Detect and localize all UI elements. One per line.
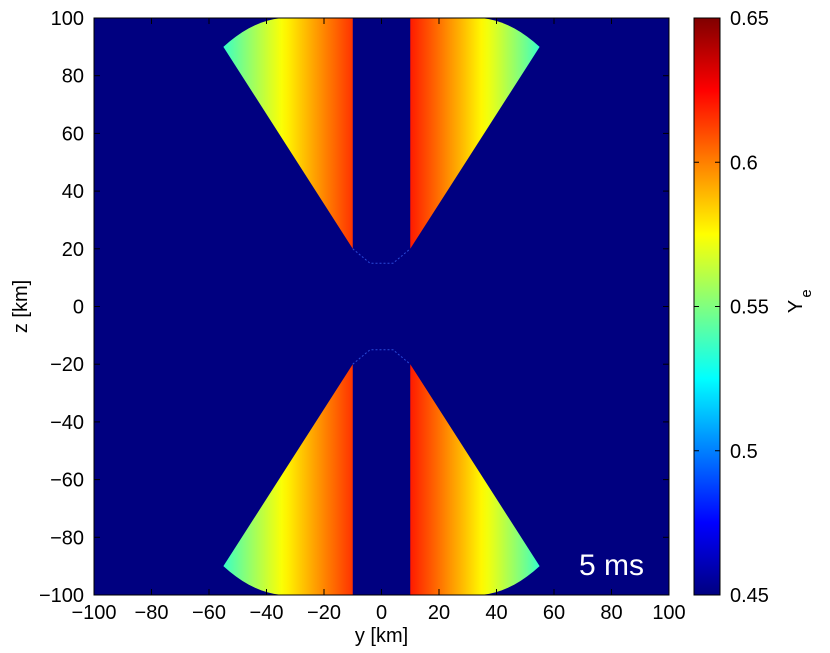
plot-background bbox=[94, 18, 669, 595]
colorbar-tick-label: 0.5 bbox=[730, 441, 758, 463]
x-tick-label: 80 bbox=[600, 602, 622, 624]
colorbar-label-sub: e bbox=[798, 289, 815, 297]
y-tick-label: −60 bbox=[50, 470, 84, 492]
upper-center-boundary bbox=[352, 248, 411, 264]
upper-left-lobe bbox=[223, 18, 353, 249]
x-tick-label: −100 bbox=[71, 602, 116, 624]
colorbar-tick-label: 0.45 bbox=[730, 585, 769, 607]
y-tick-label: −20 bbox=[50, 354, 84, 376]
x-tick-label: 40 bbox=[485, 602, 507, 624]
x-tick-label: −20 bbox=[307, 602, 341, 624]
y-axis-ticks: −100 −80 −60 −40 −20 0 20 40 60 80 100 bbox=[39, 8, 669, 607]
y-tick-label: 20 bbox=[62, 239, 84, 261]
x-tick-label: 100 bbox=[652, 602, 685, 624]
colorbar-label-main: Y bbox=[785, 300, 807, 313]
y-axis-label: z [km] bbox=[10, 280, 32, 333]
lower-center-boundary bbox=[352, 349, 411, 365]
y-tick-label: −100 bbox=[39, 585, 84, 607]
upper-right-lobe bbox=[410, 18, 540, 249]
y-tick-label: 0 bbox=[73, 297, 84, 319]
x-axis-ticks: −100 −80 −60 −40 −20 0 20 40 60 80 100 bbox=[71, 18, 686, 624]
colorbar-tick-label: 0.55 bbox=[730, 297, 769, 319]
x-tick-label: 20 bbox=[428, 602, 450, 624]
x-tick-label: −80 bbox=[135, 602, 169, 624]
colorbar-tick-label: 0.65 bbox=[730, 8, 769, 30]
x-tick-label: −40 bbox=[250, 602, 284, 624]
y-tick-label: 40 bbox=[62, 181, 84, 203]
x-axis-label: y [km] bbox=[355, 625, 408, 647]
lower-right-lobe bbox=[410, 364, 540, 595]
colorbar-ticks: 0.45 0.5 0.55 0.6 0.65 bbox=[694, 8, 769, 607]
y-tick-label: −40 bbox=[50, 412, 84, 434]
lower-left-lobe bbox=[223, 364, 353, 595]
y-tick-label: 80 bbox=[62, 66, 84, 88]
colorbar-tick-label: 0.6 bbox=[730, 152, 758, 174]
x-tick-label: −60 bbox=[192, 602, 226, 624]
ye-field-regions bbox=[223, 18, 540, 595]
colorbar-label: Y e bbox=[785, 289, 815, 313]
x-tick-label: 60 bbox=[543, 602, 565, 624]
y-tick-label: 100 bbox=[51, 8, 84, 30]
time-annotation: 5 ms bbox=[579, 549, 644, 582]
y-tick-label: 60 bbox=[62, 123, 84, 145]
y-tick-label: −80 bbox=[50, 527, 84, 549]
x-tick-label: 0 bbox=[376, 602, 387, 624]
